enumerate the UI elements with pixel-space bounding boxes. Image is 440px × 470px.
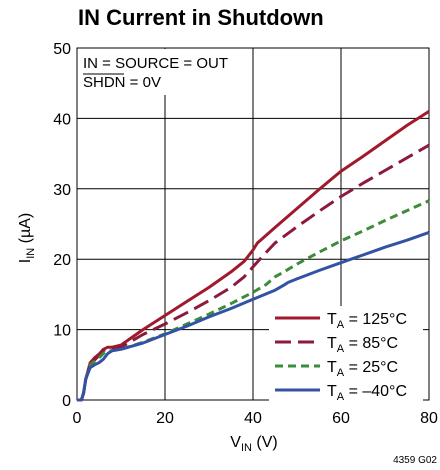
legend-label: TA = –40°C [327,383,407,403]
x-tick-label: 40 [244,410,262,427]
legend-label-sub: A [337,391,345,403]
y-axis-label: IIN (µA) [17,213,37,263]
x-axis-label-main: V [230,434,241,451]
series-line-1 [77,110,430,402]
y-tick-label: 20 [53,252,71,269]
x-tick-label: 20 [156,410,174,427]
x-axis-label-unit: (V) [252,434,278,451]
legend-label-value: = 125°C [344,311,407,328]
x-tick-label: 80 [420,410,438,427]
legend-label: TA = 85°C [327,335,398,355]
grid [77,48,429,400]
series-line-4 [77,230,430,402]
legend-label-value: = 85°C [344,335,398,352]
legend-label-sub: A [337,367,345,379]
legend: TA = 125°CTA = 85°CTA = 25°CTA = –40°C [269,306,423,408]
x-tick-label: 0 [73,410,82,427]
legend-label: TA = 125°C [327,311,407,331]
series-line-2 [77,143,430,402]
legend-label-main: T [327,311,337,328]
y-tick-label: 30 [53,182,71,199]
legend-label: TA = 25°C [327,359,398,379]
y-axis-label-unit: (µA) [17,213,34,248]
x-axis-label: VIN (V) [230,434,277,454]
y-tick-label: 0 [62,393,71,410]
figure-code: 4359 G02 [393,455,437,466]
y-tick-label: 10 [53,323,71,340]
x-axis-label-sub: IN [241,442,252,454]
legend-label-main: T [327,383,337,400]
legend-label-main: T [327,359,337,376]
conditions-line-1: IN = SOURCE = OUT [83,55,228,72]
legend-label-sub: A [337,319,345,331]
legend-label-value: = 25°C [344,359,398,376]
conditions-note-background [78,49,250,95]
plot-frame [76,47,430,401]
legend-label-value: = –40°C [344,383,407,400]
y-tick-label: 40 [53,111,71,128]
legend-label-sub: A [337,343,345,355]
conditions-note: IN = SOURCE = OUT SHDN = 0V [78,49,250,95]
conditions-line-2: SHDN = 0V [83,74,161,91]
chart-title: IN Current in Shutdown [78,5,324,30]
y-axis-label-sub: IN [25,248,37,259]
legend-label-main: T [327,335,337,352]
series-line-3 [77,199,430,402]
series-group [77,110,430,402]
ticks: 0 20 40 60 80 0 10 20 30 40 50 [53,41,438,427]
y-tick-label: 50 [53,41,71,58]
x-tick-label: 60 [332,410,350,427]
y-axis-label-main: I [17,259,34,263]
